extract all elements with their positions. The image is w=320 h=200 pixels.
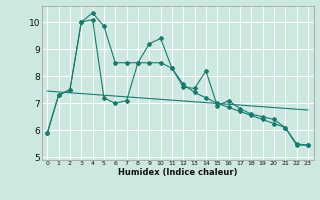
X-axis label: Humidex (Indice chaleur): Humidex (Indice chaleur) [118, 168, 237, 177]
